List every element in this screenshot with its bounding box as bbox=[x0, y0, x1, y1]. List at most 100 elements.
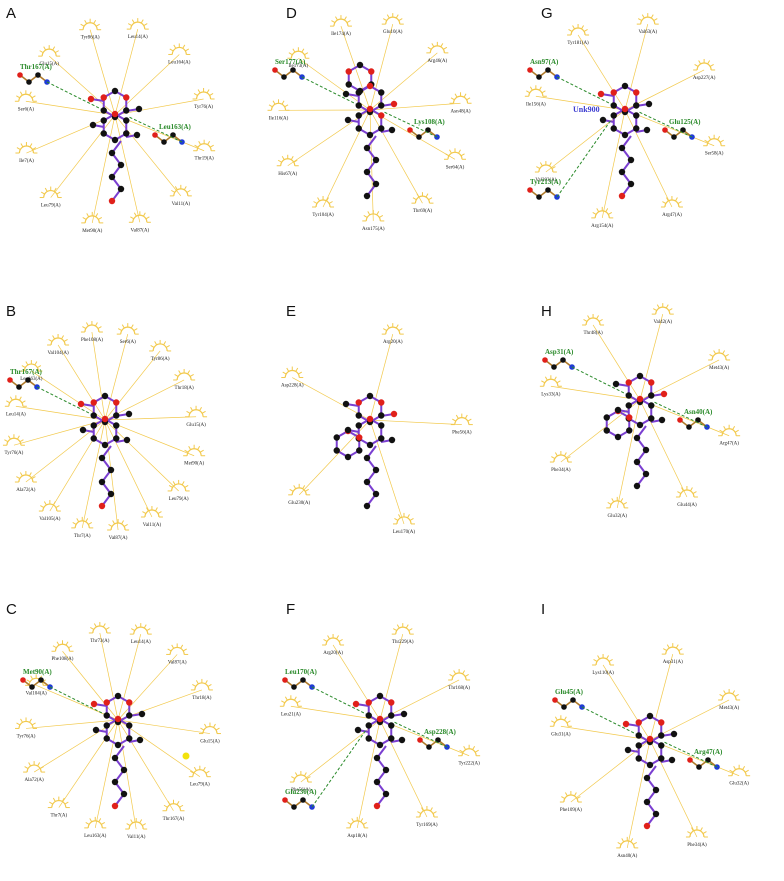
contact-line bbox=[13, 419, 106, 446]
carbon-atom bbox=[372, 466, 380, 474]
contact-line bbox=[639, 399, 730, 437]
hydrophobic-spoke bbox=[551, 456, 556, 459]
hydrophobic-spoke bbox=[130, 819, 134, 824]
hydrophobic-arc bbox=[18, 145, 35, 154]
hydrophobic-spoke bbox=[652, 308, 657, 312]
hydrophobic-spoke bbox=[187, 370, 191, 375]
hbond-line bbox=[556, 76, 612, 105]
hydrophobic-spoke bbox=[724, 354, 729, 357]
carbon-atom bbox=[107, 490, 115, 498]
carbon-atom bbox=[643, 774, 651, 782]
hydrophobic-spoke bbox=[179, 804, 184, 808]
hydrophobic-arc bbox=[721, 692, 737, 701]
contact-line bbox=[300, 719, 381, 783]
hydrophobic-spoke bbox=[563, 716, 567, 721]
residue-label: Arg20(A) bbox=[323, 651, 343, 656]
hydrophobic-spoke bbox=[677, 201, 682, 204]
panel-label: I bbox=[541, 601, 545, 618]
contact-line bbox=[550, 385, 641, 401]
residue-atom bbox=[425, 127, 431, 133]
residue-label: Ile116(A) bbox=[269, 116, 289, 121]
hydrophobic-spoke bbox=[19, 439, 24, 443]
hydrophobic-arc bbox=[188, 409, 204, 417]
hydrophobic-arc bbox=[284, 369, 300, 378]
residue-atom bbox=[435, 737, 441, 743]
residue-atom bbox=[25, 377, 31, 383]
panel-label: A bbox=[6, 5, 16, 22]
carbon-atom bbox=[356, 61, 364, 69]
contact-line bbox=[104, 419, 195, 457]
hydrophobic-spoke bbox=[127, 23, 132, 27]
hydrophobic-spoke bbox=[93, 19, 97, 24]
residue-label: Asp31(A) bbox=[663, 660, 683, 665]
carbon-atom bbox=[79, 426, 87, 434]
residue-label: Val105(A) bbox=[39, 517, 60, 522]
residue-atom bbox=[7, 377, 13, 383]
carbon-atom bbox=[376, 692, 384, 700]
carbon-atom bbox=[123, 117, 130, 124]
hydrophobic-arc bbox=[194, 682, 210, 691]
hydrophobic-spoke bbox=[394, 517, 399, 521]
hbond-line bbox=[581, 706, 637, 735]
hydrophobic-spoke bbox=[121, 520, 125, 525]
contact-line bbox=[114, 114, 141, 223]
residue-label: Leu163(A) bbox=[20, 377, 43, 382]
carbon-atom bbox=[365, 712, 372, 719]
contact-line bbox=[570, 739, 651, 803]
residue-label: Val87(A) bbox=[109, 536, 128, 541]
residue-atom bbox=[536, 194, 542, 200]
contact-line bbox=[379, 719, 428, 818]
hydrophobic-spoke bbox=[37, 365, 42, 368]
carbon-atom bbox=[625, 402, 632, 409]
contact-line bbox=[117, 719, 201, 777]
residue-label: Leu79(A) bbox=[41, 204, 61, 209]
hydrophobic-spoke bbox=[554, 716, 558, 721]
hydrophobic-spoke bbox=[290, 155, 294, 160]
carbon-atom bbox=[625, 392, 632, 399]
carbon-atom bbox=[618, 168, 626, 176]
hydrophobic-spoke bbox=[95, 213, 99, 218]
hydrophobic-spoke bbox=[709, 64, 714, 67]
residue-label: Arg47(A) bbox=[719, 442, 739, 447]
hydrophobic-spoke bbox=[49, 801, 54, 805]
hydrophobic-spoke bbox=[597, 655, 600, 660]
hydrophobic-spoke bbox=[155, 507, 158, 512]
hydrophobic-spoke bbox=[167, 648, 172, 652]
contact-line bbox=[104, 419, 153, 518]
carbon-atom bbox=[378, 102, 385, 109]
oxygen-atom bbox=[390, 100, 398, 108]
residue-atom bbox=[416, 134, 422, 140]
hydrophobic-spoke bbox=[596, 315, 599, 320]
carbon-atom bbox=[100, 117, 107, 124]
hydrophobic-spoke bbox=[142, 212, 146, 217]
carbon-atom bbox=[627, 156, 635, 164]
contact-line bbox=[25, 719, 119, 729]
hydrophobic-arc bbox=[553, 718, 569, 727]
oxygen-atom bbox=[366, 82, 374, 90]
contact-line bbox=[535, 95, 626, 111]
hbond-line bbox=[571, 366, 627, 395]
oxygen-atom bbox=[101, 415, 109, 423]
hbond-residue-label: Asp228(A) bbox=[424, 728, 457, 736]
hydrophobic-spoke bbox=[732, 690, 736, 695]
carbon-atom bbox=[648, 402, 655, 409]
hydrophobic-spoke bbox=[656, 304, 660, 309]
residue-atom bbox=[561, 704, 567, 710]
contact-line bbox=[369, 109, 423, 204]
hydrophobic-spoke bbox=[101, 821, 106, 825]
carbon-atom bbox=[108, 149, 116, 157]
carbon-atom bbox=[621, 82, 629, 90]
residue-label: Ala72(A) bbox=[25, 778, 44, 783]
hydrophobic-spoke bbox=[198, 140, 202, 145]
contact-line bbox=[369, 334, 394, 421]
hbond-residue-label: Tyr213(A) bbox=[530, 178, 562, 186]
carbon-atom bbox=[126, 735, 133, 742]
hbond-residue-label: Met90(A) bbox=[23, 668, 52, 676]
hydrophobic-spoke bbox=[130, 324, 134, 329]
carbon-atom bbox=[627, 180, 635, 188]
oxygen-atom bbox=[378, 112, 385, 119]
residue-label: Glu15(A) bbox=[186, 423, 206, 428]
hydrophobic-arc bbox=[679, 489, 695, 498]
hydrophobic-spoke bbox=[40, 505, 45, 508]
hydrophobic-spoke bbox=[548, 162, 552, 167]
